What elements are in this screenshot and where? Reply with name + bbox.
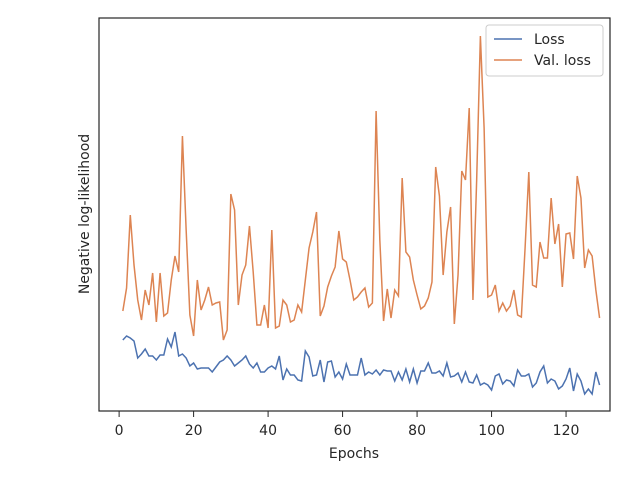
line	[122, 331, 601, 396]
x-axis-label: Epochs	[329, 446, 379, 462]
x-tick-label: 60	[334, 423, 352, 439]
x-tick-label: 20	[185, 423, 203, 439]
x-tick-label: 40	[259, 423, 277, 439]
x-tick-label: 0	[115, 423, 124, 439]
line	[122, 35, 601, 341]
x-tick-label: 100	[478, 423, 505, 439]
x-tick-label: 80	[408, 423, 426, 439]
plot-frame	[98, 17, 611, 412]
legend-label: Loss	[534, 32, 565, 48]
y-axis-label: Negative log-likelihood	[77, 134, 93, 294]
legend-label: Val. loss	[534, 53, 591, 69]
x-tick-label: 120	[553, 423, 580, 439]
legend-box	[485, 24, 604, 77]
